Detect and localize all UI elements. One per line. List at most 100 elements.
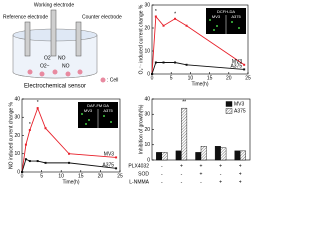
species: NO [62,63,70,69]
condition-sign: - [181,171,183,177]
inset-cell [103,115,105,117]
y-axis-title: O₂⁻· induced current change % [138,4,144,74]
annotation: * [29,122,31,128]
inset-cell [81,113,83,115]
point [185,24,188,27]
condition-sign: + [219,163,222,169]
series-label: MV3 [104,152,115,158]
point [44,127,47,130]
inset-cell [88,119,90,121]
point [44,161,47,164]
series-label: A375 [102,163,114,169]
inset-label: MV3 [212,14,221,19]
y-tick-label: 0 [147,157,150,163]
x-tick-label: 0 [21,173,24,179]
y-axis-title: Inhibition of growth(%) [138,104,144,154]
bar [214,146,221,161]
x-tick-label: 5 [170,75,173,81]
figure: Working electrode Reference electrode Co… [3,2,251,185]
condition-sign: + [200,171,203,177]
inset-label: MV3 [84,108,93,113]
point [115,156,118,159]
y-tick-label: 20 [144,127,150,133]
condition-sign: - [161,171,163,177]
species: O2 [44,55,51,61]
x-tick-label: 10 [58,173,64,179]
annotation: ** [182,99,186,105]
x-tick-label: 10 [188,75,194,81]
y-tick-label: 10 [14,151,20,157]
inset-label: DCFH-DA [217,9,235,14]
point [243,68,246,71]
point [68,152,71,155]
legend-swatch [225,101,233,107]
y-tick-label: 10 [144,48,150,54]
point [162,24,165,27]
point [36,160,39,163]
x-tick-label: 20 [98,173,104,179]
bar [156,152,162,161]
label: : Cell [107,77,118,83]
point [162,61,165,64]
inset-label: A375 [103,108,113,113]
point [174,61,177,64]
point [154,61,157,64]
label: Electrochemical sensor [24,84,86,90]
point [68,161,71,164]
point [28,129,31,132]
annotation: * [174,12,176,18]
y-tick-label: 20 [144,25,150,31]
bar [175,150,182,161]
x-tick-label: 20 [226,75,232,81]
condition-sign: - [161,179,163,185]
point [154,15,157,18]
condition-sign: - [161,163,163,169]
x-axis-title: Time(h) [191,81,208,87]
inset-cell [231,21,233,23]
label: Counter electrode [82,14,122,20]
condition-sign: + [239,163,242,169]
y-axis-title: NO induced current change % [8,101,14,169]
x-axis-title: Time(h) [62,179,79,185]
inset-label: DAF-FM DA [87,103,109,108]
point [21,171,23,173]
series-label: A375 [230,64,242,70]
x-tick-label: 15 [207,75,213,81]
point [24,143,27,146]
y-tick-label: 20 [14,133,20,139]
point [185,63,188,66]
y-tick-label: 0 [147,71,150,77]
x-tick-label: 5 [40,173,43,179]
plot-frame [151,4,249,75]
bar [161,152,168,161]
y-tick-label: 30 [144,112,150,118]
point [115,167,118,170]
y-tick-label: 10 [144,142,150,148]
inset-cell [110,121,112,123]
y-tick-label: 40 [144,96,150,102]
y-tick-label: 0 [17,169,20,175]
legend-swatch [225,108,233,114]
point [28,160,31,163]
point [174,17,177,20]
y-tick-label: 30 [144,2,150,8]
legend-label: A375 [234,108,246,114]
inset-cell [213,29,215,31]
condition-label: PLX4032 [128,163,149,169]
condition-sign: + [200,163,203,169]
point [151,73,153,75]
condition-sign: - [200,179,202,185]
bar [234,150,241,161]
series-label: MV3 [232,59,243,65]
x-tick-label: 25 [245,75,251,81]
condition-sign: + [239,179,242,185]
species: O2− [40,63,50,69]
legend-label: MV3 [234,101,245,107]
bar [239,150,246,161]
label: Working electrode [34,2,74,8]
inset-cell [216,25,218,27]
point [243,63,246,66]
inset-cell [238,27,240,29]
condition-label: L-NMMA [129,179,149,185]
inset-label: A375 [231,14,241,19]
